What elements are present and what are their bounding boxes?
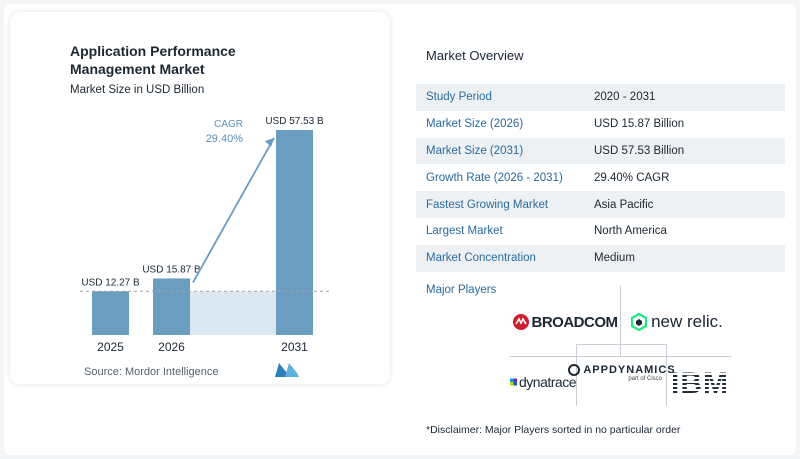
overview-row-label: Market Size (2026) (426, 118, 524, 131)
logo-divider (666, 344, 667, 406)
newrelic-logo: new relic. (622, 300, 732, 344)
growth-area (190, 291, 276, 335)
overview-row-value: 2020 - 2031 (594, 91, 656, 104)
overview-row-value: North America (594, 225, 667, 238)
dynatrace-logo: dynatrace (510, 360, 576, 404)
dynatrace-logo-text: dynatrace (519, 374, 576, 390)
major-players-title: Major Players (426, 284, 497, 296)
appdynamics-subtext: part of Cisco (628, 376, 662, 382)
disclaimer-text: *Disclaimer: Major Players sorted in no … (426, 424, 681, 436)
overview-row-label: Largest Market (426, 225, 503, 238)
x-tick-2031: 2031 (281, 340, 308, 354)
cagr-value: 29.40% (206, 133, 244, 145)
bar-chart: USD 12.27 B 2025 USD 15.87 B 2026 USD 57.53 … (80, 116, 330, 354)
broadcom-logo: BROADCOM (510, 300, 620, 344)
chart-title: Application Performance Management Marke… (70, 43, 236, 77)
appdynamics-logo: APPDYNAMICS part of Cisco (568, 358, 675, 388)
x-tick-2026: 2026 (158, 340, 185, 354)
cagr-arrowhead (265, 138, 274, 147)
overview-row: Largest Market North America (416, 218, 785, 245)
overview-row: Market Size (2031) USD 57.53 Billion (416, 137, 785, 165)
overview-row-value: Asia Pacific (594, 198, 654, 211)
broadcom-logo-text: BROADCOM (531, 313, 619, 331)
bar-2026 (153, 278, 190, 335)
chart-subtitle: Market Size in USD Billion (70, 84, 205, 96)
bar-2025 (92, 291, 129, 335)
newrelic-logo-text: new relic. (651, 312, 723, 331)
overview-row-label: Market Concentration (426, 252, 536, 265)
appdynamics-logo-text: APPDYNAMICS (583, 364, 676, 376)
overview-row-value: USD 57.53 Billion (594, 144, 685, 157)
overview-row-label: Study Period (426, 91, 492, 104)
overview-row-label: Market Size (2031) (426, 144, 524, 157)
data-label-2026: USD 15.87 B (142, 264, 201, 275)
overview-row: Fastest Growing Market Asia Pacific (416, 191, 785, 218)
overview-row: Market Concentration Medium (416, 244, 785, 272)
overview-row-value: 29.40% CAGR (594, 171, 670, 184)
overview-row-value: Medium (594, 252, 635, 265)
ibm-logo: IBM (668, 362, 732, 406)
x-tick-2025: 2025 (97, 340, 124, 354)
overview-row-label: Fastest Growing Market (426, 198, 549, 211)
logo-divider (620, 286, 621, 356)
bar-2031 (276, 130, 313, 335)
overview-row-value: USD 15.87 Billion (594, 118, 685, 131)
overview-row-label: Growth Rate (2026 - 2031) (426, 171, 563, 184)
ibm-logo-text: IBM (671, 367, 729, 400)
market-overview-title: Market Overview (426, 48, 524, 63)
appdynamics-icon (568, 364, 581, 376)
newrelic-icon (631, 313, 648, 331)
overview-row: Market Size (2026) USD 15.87 Billion (416, 111, 785, 138)
data-label-2025: USD 12.27 B (81, 277, 140, 288)
dynatrace-icon (510, 378, 518, 386)
broadcom-icon (512, 314, 529, 330)
source-text: Source: Mordor Intelligence (84, 366, 219, 378)
logo-divider (510, 356, 732, 357)
mordor-logo-icon (275, 363, 299, 377)
overview-row: Growth Rate (2026 - 2031) 29.40% CAGR (416, 164, 785, 191)
data-label-2031: USD 57.53 B (265, 116, 324, 127)
cagr-arrow (192, 137, 275, 283)
logo-divider (576, 344, 666, 345)
market-overview-table: Study Period 2020 - 2031 Market Size (2026… (416, 84, 785, 272)
overview-row: Study Period 2020 - 2031 (416, 84, 785, 111)
cagr-label: CAGR (214, 119, 243, 130)
